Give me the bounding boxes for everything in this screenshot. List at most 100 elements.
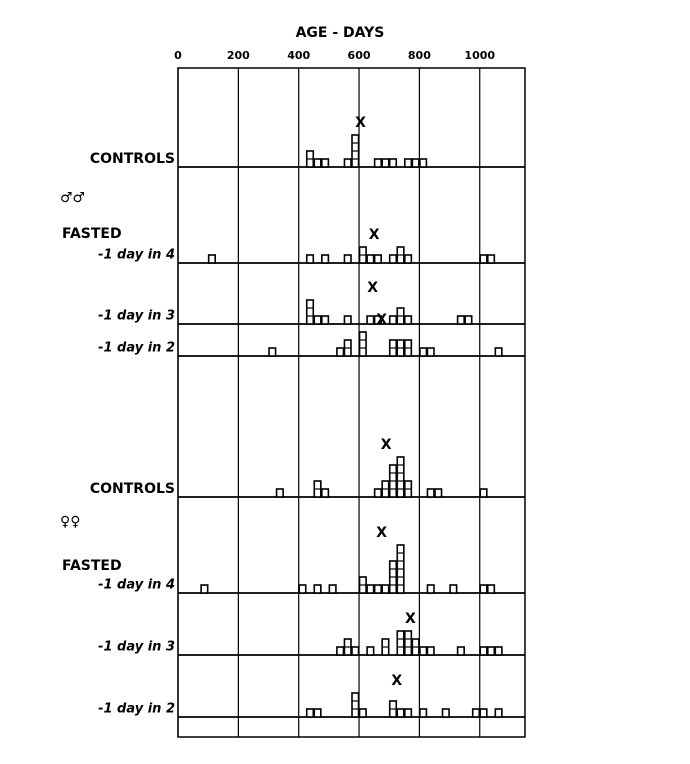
- bar: [419, 646, 428, 656]
- bar: [313, 315, 322, 325]
- bar: [343, 158, 352, 168]
- bar: [486, 254, 496, 264]
- x-tick-label: 400: [287, 49, 310, 62]
- bar: [479, 646, 488, 656]
- bar: [351, 692, 360, 718]
- panel-label: -1 day in 4: [98, 248, 175, 263]
- bar: [486, 646, 496, 656]
- mean-marker: X: [369, 227, 380, 243]
- x-tick-label: 0: [174, 49, 182, 62]
- bar: [404, 254, 413, 264]
- bar: [298, 584, 307, 594]
- panel-label: CONTROLS: [90, 481, 175, 497]
- mean-marker: X: [391, 673, 402, 689]
- bar: [358, 331, 367, 357]
- x-tick-label: 800: [408, 49, 431, 62]
- bar: [351, 646, 360, 656]
- bar: [388, 315, 398, 325]
- bar: [305, 708, 315, 718]
- bar: [343, 315, 352, 325]
- bar: [419, 708, 428, 718]
- chart-title: AGE - DAYS: [296, 25, 385, 41]
- bar: [456, 646, 465, 656]
- bar: [366, 646, 375, 656]
- bar: [373, 158, 382, 168]
- bar: [207, 254, 217, 264]
- bar: [275, 488, 284, 498]
- bar: [419, 158, 428, 168]
- bar: [336, 347, 345, 357]
- bar: [313, 708, 322, 718]
- panel-label: -1 day in 4: [98, 578, 175, 593]
- bar: [419, 347, 428, 357]
- group-symbol: ♂♂: [60, 190, 85, 206]
- bar: [471, 708, 481, 718]
- bar: [336, 646, 345, 656]
- x-tick-label: 200: [227, 49, 250, 62]
- mean-marker: X: [376, 525, 387, 541]
- bar: [305, 254, 315, 264]
- bar: [373, 584, 382, 594]
- bar: [456, 315, 465, 325]
- bar: [464, 315, 473, 325]
- bar: [388, 254, 398, 264]
- bar: [321, 488, 330, 498]
- bar: [486, 584, 496, 594]
- bar: [404, 708, 413, 718]
- bar: [441, 708, 450, 718]
- bar: [321, 254, 330, 264]
- bar: [381, 584, 390, 594]
- bar: [426, 488, 435, 498]
- bar: [396, 708, 405, 718]
- mean-marker: X: [376, 312, 387, 328]
- bar: [426, 584, 435, 594]
- bar: [426, 347, 435, 357]
- bar: [305, 299, 315, 325]
- bar: [411, 158, 420, 168]
- bar: [404, 630, 413, 656]
- panel-label: -1 day in 3: [98, 309, 175, 324]
- panel-label: -1 day in 3: [98, 640, 175, 655]
- group-label: FASTED: [62, 226, 122, 242]
- bar: [388, 158, 398, 168]
- bar: [494, 646, 503, 656]
- bar: [494, 347, 503, 357]
- mean-marker: X: [367, 280, 378, 296]
- bar: [426, 646, 435, 656]
- x-tick-label: 600: [348, 49, 371, 62]
- panel-label: CONTROLS: [90, 151, 175, 167]
- plot-frame: [177, 67, 526, 738]
- bar: [343, 254, 352, 264]
- mean-marker: X: [405, 611, 416, 627]
- bar: [479, 708, 488, 718]
- bar: [494, 708, 503, 718]
- group-label: FASTED: [62, 558, 122, 574]
- group-symbol: ♀♀: [60, 514, 81, 530]
- panel-label: -1 day in 2: [98, 341, 175, 356]
- bar: [373, 315, 382, 325]
- bar: [479, 488, 488, 498]
- mean-marker: X: [381, 437, 392, 453]
- bar: [313, 158, 322, 168]
- bar: [479, 254, 488, 264]
- bar: [404, 158, 413, 168]
- bar: [449, 584, 458, 594]
- bar: [268, 347, 277, 357]
- bar: [366, 315, 375, 325]
- mean-marker: X: [355, 115, 366, 131]
- bar: [404, 315, 413, 325]
- bar: [358, 708, 367, 718]
- bar: [373, 488, 382, 498]
- bar: [373, 254, 382, 264]
- bar: [200, 584, 209, 594]
- bar: [381, 158, 390, 168]
- bar: [313, 584, 322, 594]
- bar: [366, 584, 375, 594]
- bar: [396, 630, 405, 656]
- bar: [321, 315, 330, 325]
- bar: [366, 254, 375, 264]
- bar: [396, 456, 405, 498]
- bar: [434, 488, 443, 498]
- bar: [328, 584, 337, 594]
